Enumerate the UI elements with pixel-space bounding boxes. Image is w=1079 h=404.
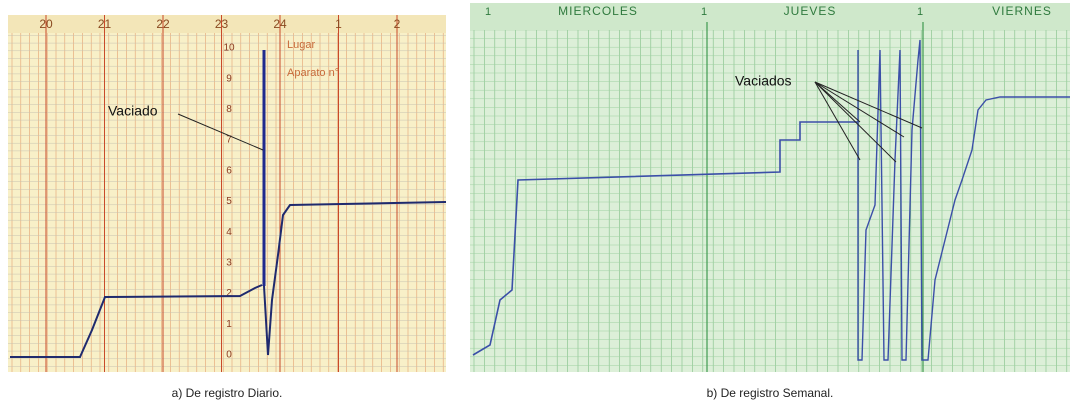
scale-label: 1 [226, 319, 232, 330]
scale-label: 0 [226, 350, 232, 361]
scale-label: 5 [226, 196, 232, 207]
hour-label: 20 [39, 17, 53, 31]
scale-label: 3 [226, 258, 232, 269]
caption: b) De registro Semanal. [707, 386, 834, 400]
hour-label: 21 [98, 17, 112, 31]
hour-label: 23 [215, 17, 229, 31]
header-field: Aparato n° [287, 67, 339, 79]
day-marker: 1 [917, 6, 923, 18]
day-label: JUEVES [784, 4, 837, 18]
scale-label: 4 [226, 227, 232, 238]
weekly-record: 1 1 1 MIERCOLES JUEVES VIERNES Vaciados [470, 3, 1079, 372]
scale-label: 6 [226, 165, 232, 176]
annotation: Vaciados [735, 73, 792, 89]
day-label: VIERNES [992, 4, 1052, 18]
scale-label: 9 [226, 73, 232, 84]
day-marker: 1 [485, 6, 491, 18]
scale-label: 10 [223, 43, 235, 54]
hour-label: 2 [394, 17, 401, 31]
scale-label: 8 [226, 104, 232, 115]
annotation: Vaciado [108, 103, 158, 119]
day-label: MIERCOLES [558, 4, 638, 18]
caption: a) De registro Diario. [172, 386, 283, 400]
hour-label: 24 [273, 17, 287, 31]
hour-label: 1 [335, 17, 342, 31]
hour-label: 22 [156, 17, 170, 31]
day-marker: 1 [701, 6, 707, 18]
scale-label: 2 [226, 288, 232, 299]
header-field: Lugar [287, 39, 315, 51]
figure: 202122232412109876543210 Vaciado Lugar A… [0, 0, 1079, 404]
chart-paper [470, 3, 1070, 372]
